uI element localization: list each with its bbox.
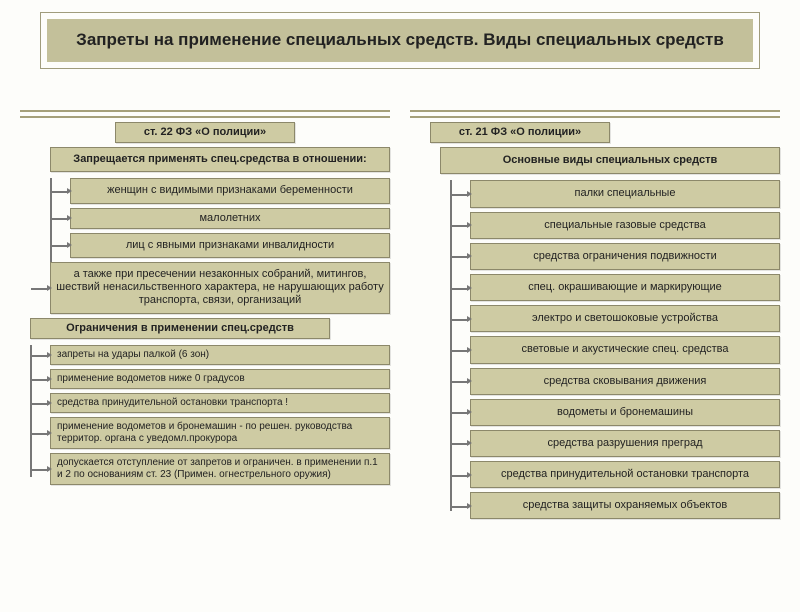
prohibition-item: женщин с видимыми признаками беременност… (70, 178, 390, 203)
prohibition-list: женщин с видимыми признаками беременност… (20, 178, 390, 313)
type-item: средства сковывания движения (470, 368, 780, 395)
limits-header: Ограничения в применении спец.средств (30, 318, 330, 339)
type-item: средства ограничения подвижности (470, 243, 780, 270)
limits-list: запреты на удары палкой (6 зон) применен… (20, 345, 390, 485)
left-header: Запрещается применять спец.средства в от… (50, 147, 390, 172)
rail-left (20, 110, 390, 118)
rail-right (410, 110, 780, 118)
right-header: Основные виды специальных средств (440, 147, 780, 174)
type-item: водометы и бронемашины (470, 399, 780, 426)
type-item: средства защиты охраняемых объектов (470, 492, 780, 519)
left-column: ст. 22 ФЗ «О полиции» Запрещается примен… (20, 122, 390, 489)
type-item: палки специальные (470, 180, 780, 207)
page-title: Запреты на применение специальных средст… (47, 19, 753, 62)
types-list: палки специальные специальные газовые ср… (410, 180, 780, 519)
type-item: световые и акустические спец. средства (470, 336, 780, 363)
prohibition-item: а также при пресечении незаконных собран… (50, 262, 390, 314)
type-item: специальные газовые средства (470, 212, 780, 239)
type-item: электро и светошоковые устройства (470, 305, 780, 332)
right-law-tag: ст. 21 ФЗ «О полиции» (430, 122, 610, 143)
type-item: спец. окрашивающие и маркирующие (470, 274, 780, 301)
left-law-tag: ст. 22 ФЗ «О полиции» (115, 122, 295, 143)
limit-item: применение водометов ниже 0 градусов (50, 369, 390, 389)
type-item: средства разрушения преград (470, 430, 780, 457)
type-item: средства принудительной остановки трансп… (470, 461, 780, 488)
limit-item: запреты на удары палкой (6 зон) (50, 345, 390, 365)
limit-item: допускается отступление от запретов и ог… (50, 453, 390, 485)
prohibition-item: лиц с явными признаками инвалидности (70, 233, 390, 258)
title-frame: Запреты на применение специальных средст… (40, 12, 760, 69)
limit-item: средства принудительной остановки трансп… (50, 393, 390, 413)
limit-item: применение водометов и бронемашин - по р… (50, 417, 390, 449)
right-column: ст. 21 ФЗ «О полиции» Основные виды спец… (410, 122, 780, 523)
prohibition-item: малолетних (70, 208, 390, 229)
